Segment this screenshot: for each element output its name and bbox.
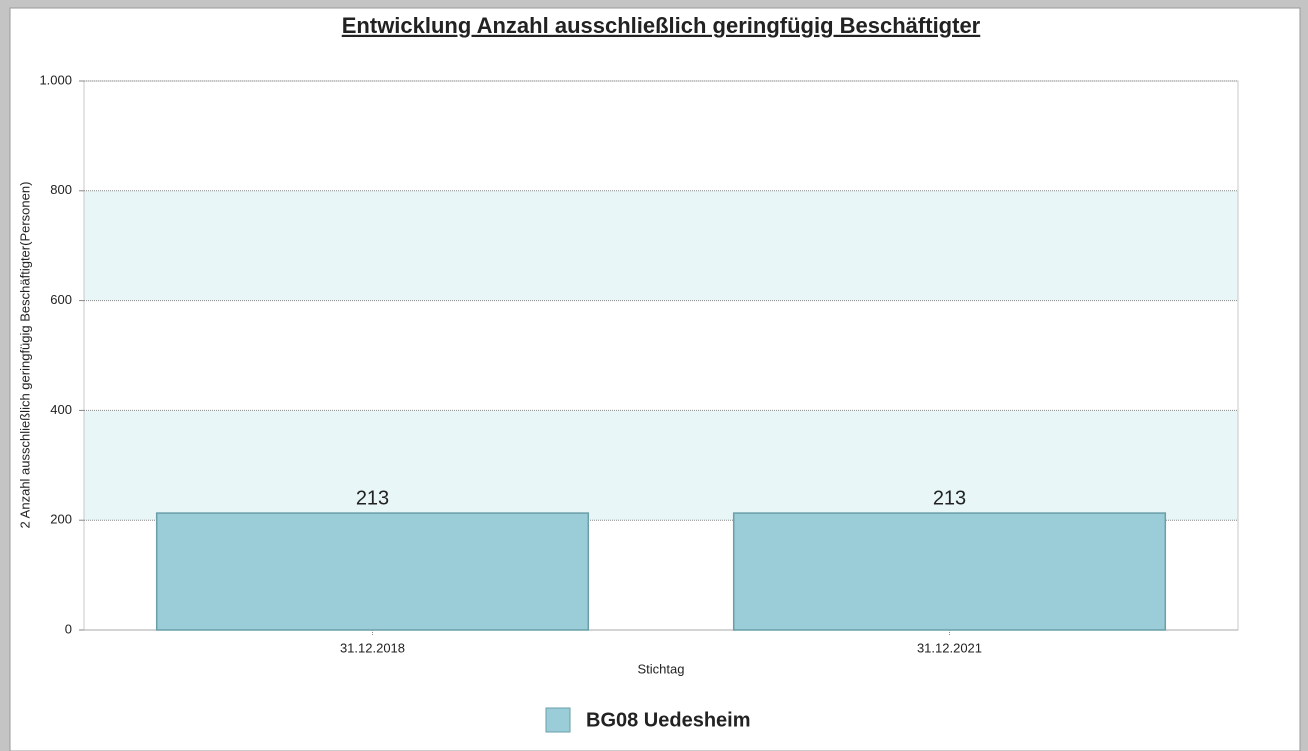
- chart-title: Entwicklung Anzahl ausschließlich gering…: [342, 13, 981, 38]
- value-label: 213: [933, 487, 966, 509]
- bar: [155, 512, 590, 631]
- grid-band: [84, 190, 1238, 301]
- legend-swatch: [545, 707, 571, 733]
- y-tick-label: 1.000: [39, 72, 72, 87]
- y-tick-label: 400: [50, 402, 72, 417]
- y-tick-label: 600: [50, 292, 72, 307]
- x-tick-label: 31.12.2021: [917, 640, 982, 655]
- y-axis-label: 2 Anzahl ausschließlich geringfügig Besc…: [17, 182, 32, 529]
- y-tick-label: 800: [50, 182, 72, 197]
- legend-label: BG08 Uedesheim: [586, 709, 751, 731]
- bar: [732, 512, 1167, 631]
- x-tick-label: 31.12.2018: [340, 640, 405, 655]
- y-tick-label: 200: [50, 512, 72, 527]
- panel: [9, 7, 1301, 751]
- y-tick-label: 0: [65, 621, 72, 636]
- grid-band: [84, 410, 1238, 521]
- x-axis-label: Stichtag: [638, 661, 685, 676]
- value-label: 213: [356, 487, 389, 509]
